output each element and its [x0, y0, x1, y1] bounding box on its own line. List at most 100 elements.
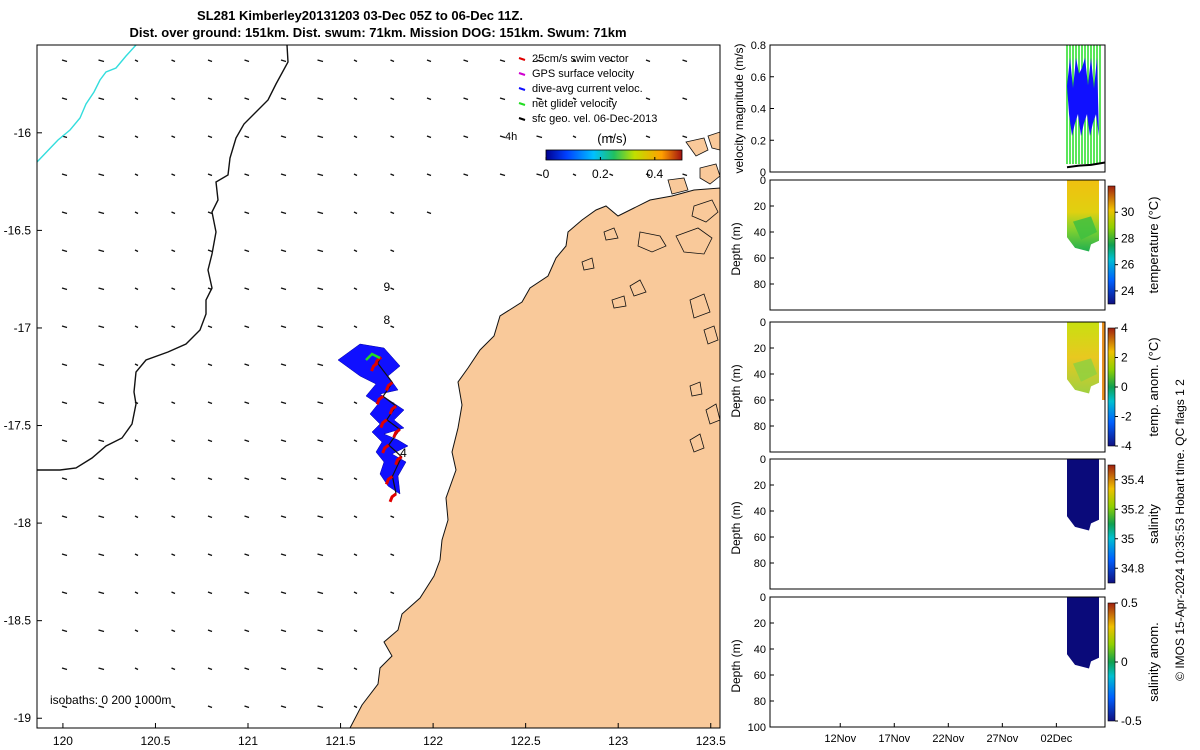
- geo-vector-arrow: [682, 97, 688, 101]
- legend-label: dive-avg current veloc.: [532, 83, 643, 95]
- geo-vector-arrow: [317, 629, 324, 633]
- geo-vector-arrow: [317, 515, 324, 519]
- geo-vector-arrow: [244, 705, 250, 709]
- geo-vector-arrow: [61, 173, 68, 177]
- swim-vector: [384, 475, 394, 485]
- legend-swatch: [518, 72, 526, 76]
- legend-swatch: [518, 117, 526, 121]
- geo-vector-arrow: [682, 173, 688, 177]
- y-tick-label: 20: [754, 343, 766, 355]
- geo-vector-arrow: [207, 553, 213, 557]
- dive-avg-current-band: [1067, 57, 1099, 137]
- geo-vector-arrow: [317, 325, 324, 329]
- swim-vector: [388, 404, 397, 415]
- colorbar-tick-label: 0.4: [646, 167, 663, 181]
- geo-vector-arrow: [353, 173, 358, 177]
- geo-vector-arrow: [353, 705, 358, 709]
- geo-vector-arrow: [317, 135, 324, 139]
- geo-vector-arrow: [98, 667, 105, 671]
- geo-vector-arrow: [171, 287, 176, 291]
- geo-vector-arrow: [61, 59, 68, 63]
- geo-vector-arrow: [353, 287, 358, 291]
- profile-fill: [1067, 597, 1099, 669]
- geo-vector-arrow: [499, 135, 506, 139]
- depth-frame: [769, 596, 1106, 728]
- geo-vector-arrow: [353, 629, 358, 633]
- geo-vector-arrow: [280, 287, 287, 291]
- geo-vector-arrow: [171, 553, 176, 557]
- swim-vector: [375, 395, 385, 405]
- land: [349, 187, 721, 729]
- y-tick-label: 0: [760, 317, 766, 329]
- geo-vector-arrow: [390, 287, 395, 291]
- isobath-1000m: [36, 44, 137, 163]
- colorbar-tick-label: 26: [1121, 258, 1135, 272]
- colorbar-ticks: 0 0.2 0.4: [543, 157, 663, 181]
- geo-vector-arrow: [244, 173, 250, 177]
- geo-vector-arrow: [207, 363, 213, 367]
- x-tick-label: 123: [608, 734, 628, 748]
- geo-vector-arrow: [280, 135, 287, 139]
- y-tick-label: 0.2: [751, 135, 766, 147]
- net-glider-velocity: [365, 352, 381, 361]
- geo-vector-arrow: [98, 325, 105, 329]
- geo-vector-arrow: [134, 135, 139, 139]
- geo-vector-arrow: [98, 97, 105, 101]
- geo-vector-arrow: [280, 553, 287, 557]
- geo-vector-arrow: [207, 705, 213, 709]
- geo-vector-arrow: [171, 363, 176, 367]
- y-tick-label: 20: [754, 618, 766, 630]
- geo-vector-arrow: [536, 173, 543, 177]
- geo-vector-arrow: [171, 401, 176, 405]
- day-marker: 8: [383, 313, 390, 327]
- geo-vector-arrow: [609, 173, 614, 177]
- geo-vector-arrow: [317, 211, 324, 215]
- geo-vector-arrow: [353, 401, 358, 405]
- geo-vector-arrow: [134, 211, 139, 215]
- y-tick-label: -17.5: [4, 419, 32, 433]
- legend-swatch: [518, 87, 526, 91]
- geo-vector-arrow: [98, 135, 105, 139]
- geo-vector-arrow: [463, 59, 469, 63]
- colorbar-tick-label: 4: [1121, 321, 1128, 335]
- legend-label: 25cm/s swim vector: [532, 53, 629, 65]
- depth-plot-area: [770, 322, 1105, 452]
- geo-vector-arrow: [280, 667, 287, 671]
- colorbar-tick-label: 0: [1121, 380, 1128, 394]
- y-axis-label: Depth (m): [729, 501, 743, 554]
- geo-vector-arrow: [61, 591, 68, 595]
- isobaths-label: isobaths: 0 200 1000m: [50, 693, 171, 707]
- geo-vector-arrow: [171, 173, 176, 177]
- x-tick-label: 120: [53, 734, 73, 748]
- hour-label: 4h: [505, 131, 517, 143]
- geo-vector-arrow: [244, 211, 250, 215]
- sfc-geo-velocity-line: [1066, 161, 1106, 169]
- geo-vector-arrow: [171, 667, 176, 671]
- geo-vector-arrow: [280, 477, 287, 481]
- geo-vector-arrow: [536, 135, 543, 139]
- geo-vector-arrow: [280, 211, 287, 215]
- geo-vector-arrow: [134, 515, 139, 519]
- geo-vector-arrow: [317, 97, 324, 101]
- geo-vector-arrow: [207, 591, 213, 595]
- geo-vector-arrow: [390, 59, 395, 63]
- geo-vector-arrow: [609, 135, 614, 139]
- geo-vector-arrow: [98, 401, 105, 405]
- glider-track: [337, 343, 409, 503]
- geo-vector-arrow: [572, 135, 577, 139]
- depth-plot-area: [770, 180, 1105, 310]
- colorbar: [1107, 327, 1116, 447]
- salinity-anomaly-panel: 0 20 40 60 80 100 Depth (m) -0.5 0 0.5 salinity an…: [729, 592, 1161, 745]
- geo-vector-arrow: [280, 325, 287, 329]
- colorbar-tick-label: 35: [1121, 532, 1135, 546]
- geo-vector-arrow: [134, 667, 139, 671]
- geo-vector-arrow: [645, 173, 651, 177]
- geo-vector-arrow: [98, 287, 105, 291]
- colorbar-tick-label: 30: [1121, 205, 1135, 219]
- profile-fill: [1067, 180, 1099, 252]
- x-tick-label: 122.5: [511, 734, 541, 748]
- colorbar: [545, 149, 683, 161]
- geo-vector-arrow: [353, 667, 358, 671]
- colorbar: [1107, 464, 1116, 584]
